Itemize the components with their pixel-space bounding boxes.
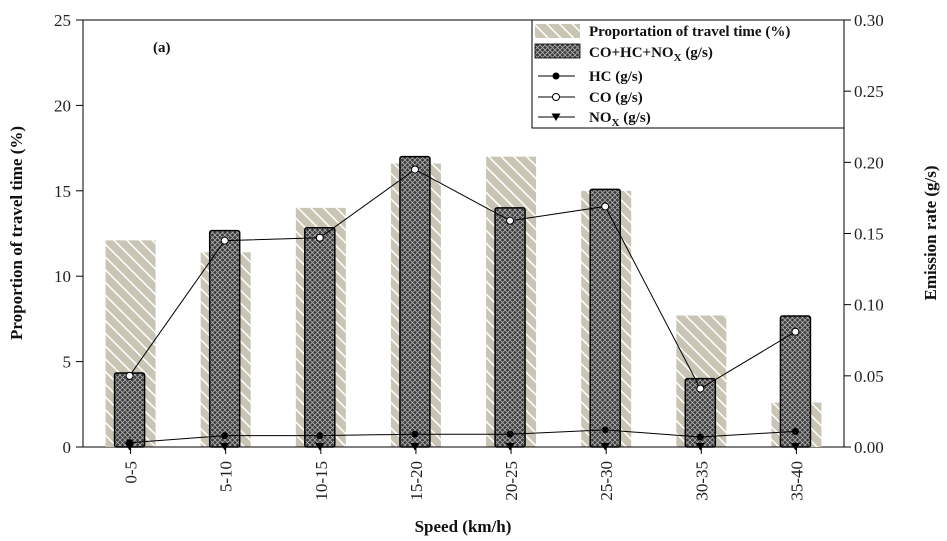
bar-emission-total	[304, 227, 336, 448]
legend-frame	[531, 19, 845, 129]
x-tick-label: 15-20	[407, 461, 426, 501]
marker-nox	[410, 443, 420, 451]
marker-co	[125, 371, 134, 380]
marker-co	[696, 384, 705, 393]
x-tick-label: 10-15	[312, 461, 331, 501]
marker-co	[315, 233, 324, 242]
line-hc	[129, 429, 796, 444]
panel-label: (a)	[153, 40, 171, 56]
x-tick-label: 35-40	[787, 461, 806, 501]
marker-hc	[506, 430, 514, 438]
x-tick-label: 0-5	[122, 461, 141, 484]
bar-emission-total	[113, 372, 146, 448]
marker-co	[601, 202, 610, 211]
y-left-tick-label: 5	[63, 353, 72, 372]
y-right-tick-label: 0.25	[854, 82, 884, 101]
marker-nox	[600, 443, 610, 451]
y-left-tick-label: 20	[54, 96, 71, 115]
marker-co	[220, 236, 229, 245]
y-left-tick-label: 15	[54, 182, 71, 201]
y-right-tick-label: 0.05	[854, 367, 884, 386]
y-left-tick-label: 25	[54, 11, 71, 30]
marker-nox	[220, 443, 230, 451]
marker-hc	[601, 426, 609, 434]
marker-nox	[695, 443, 705, 451]
bar-emission-total	[208, 229, 241, 448]
marker-hc	[316, 432, 324, 440]
legend-marker-nox	[551, 113, 561, 121]
y-left-tick-label: 0	[63, 438, 72, 457]
bar-emission-total	[399, 155, 431, 448]
marker-co	[791, 327, 800, 336]
legend-marker-hc	[552, 72, 560, 80]
marker-hc	[411, 430, 419, 438]
legend-label-travel-time: Proportation of travel time (%)	[589, 24, 790, 40]
marker-hc	[696, 433, 704, 441]
y-right-tick-label: 0.10	[854, 296, 884, 315]
legend-label-co: CO (g/s)	[589, 90, 643, 106]
legend-swatch-travel-time	[535, 24, 580, 38]
x-tick-label: 5-10	[217, 461, 236, 492]
legend-marker-co	[552, 93, 560, 101]
y-axis-title-right: Emission rate (g/s)	[921, 165, 940, 300]
y-left-tick-label: 10	[54, 267, 71, 286]
legend-swatch-emission-total	[534, 43, 581, 59]
marker-hc	[791, 427, 799, 435]
x-tick-label: 30-35	[692, 461, 711, 501]
marker-nox	[315, 443, 325, 451]
x-axis-title: Speed (km/h)	[415, 517, 512, 536]
marker-co	[410, 165, 419, 174]
y-right-tick-label: 0.20	[854, 153, 884, 172]
legend: Proportation of travel time (%) CO+HC+NO…	[531, 19, 845, 129]
y-right-tick-label: 0.00	[854, 438, 884, 457]
marker-nox	[790, 443, 800, 451]
y-right-tick-label: 0.30	[854, 11, 884, 30]
marker-co	[506, 216, 515, 225]
y-axis-title-left: Proportion of travel time (%)	[7, 126, 26, 340]
line-co	[129, 168, 796, 390]
marker-nox	[125, 443, 135, 451]
y-right-tick-label: 0.15	[854, 225, 884, 244]
x-tick-label: 25-30	[597, 461, 616, 501]
marker-hc	[221, 432, 229, 440]
legend-label-nox: NOX (g/s)	[589, 110, 651, 129]
legend-label-hc: HC (g/s)	[589, 69, 643, 85]
bar-emission-total	[494, 207, 526, 448]
legend-label-emission-total: CO+HC+NOX (g/s)	[589, 45, 713, 64]
marker-nox	[505, 443, 515, 451]
bar-emission-total	[589, 188, 621, 448]
x-tick-label: 20-25	[502, 461, 521, 501]
